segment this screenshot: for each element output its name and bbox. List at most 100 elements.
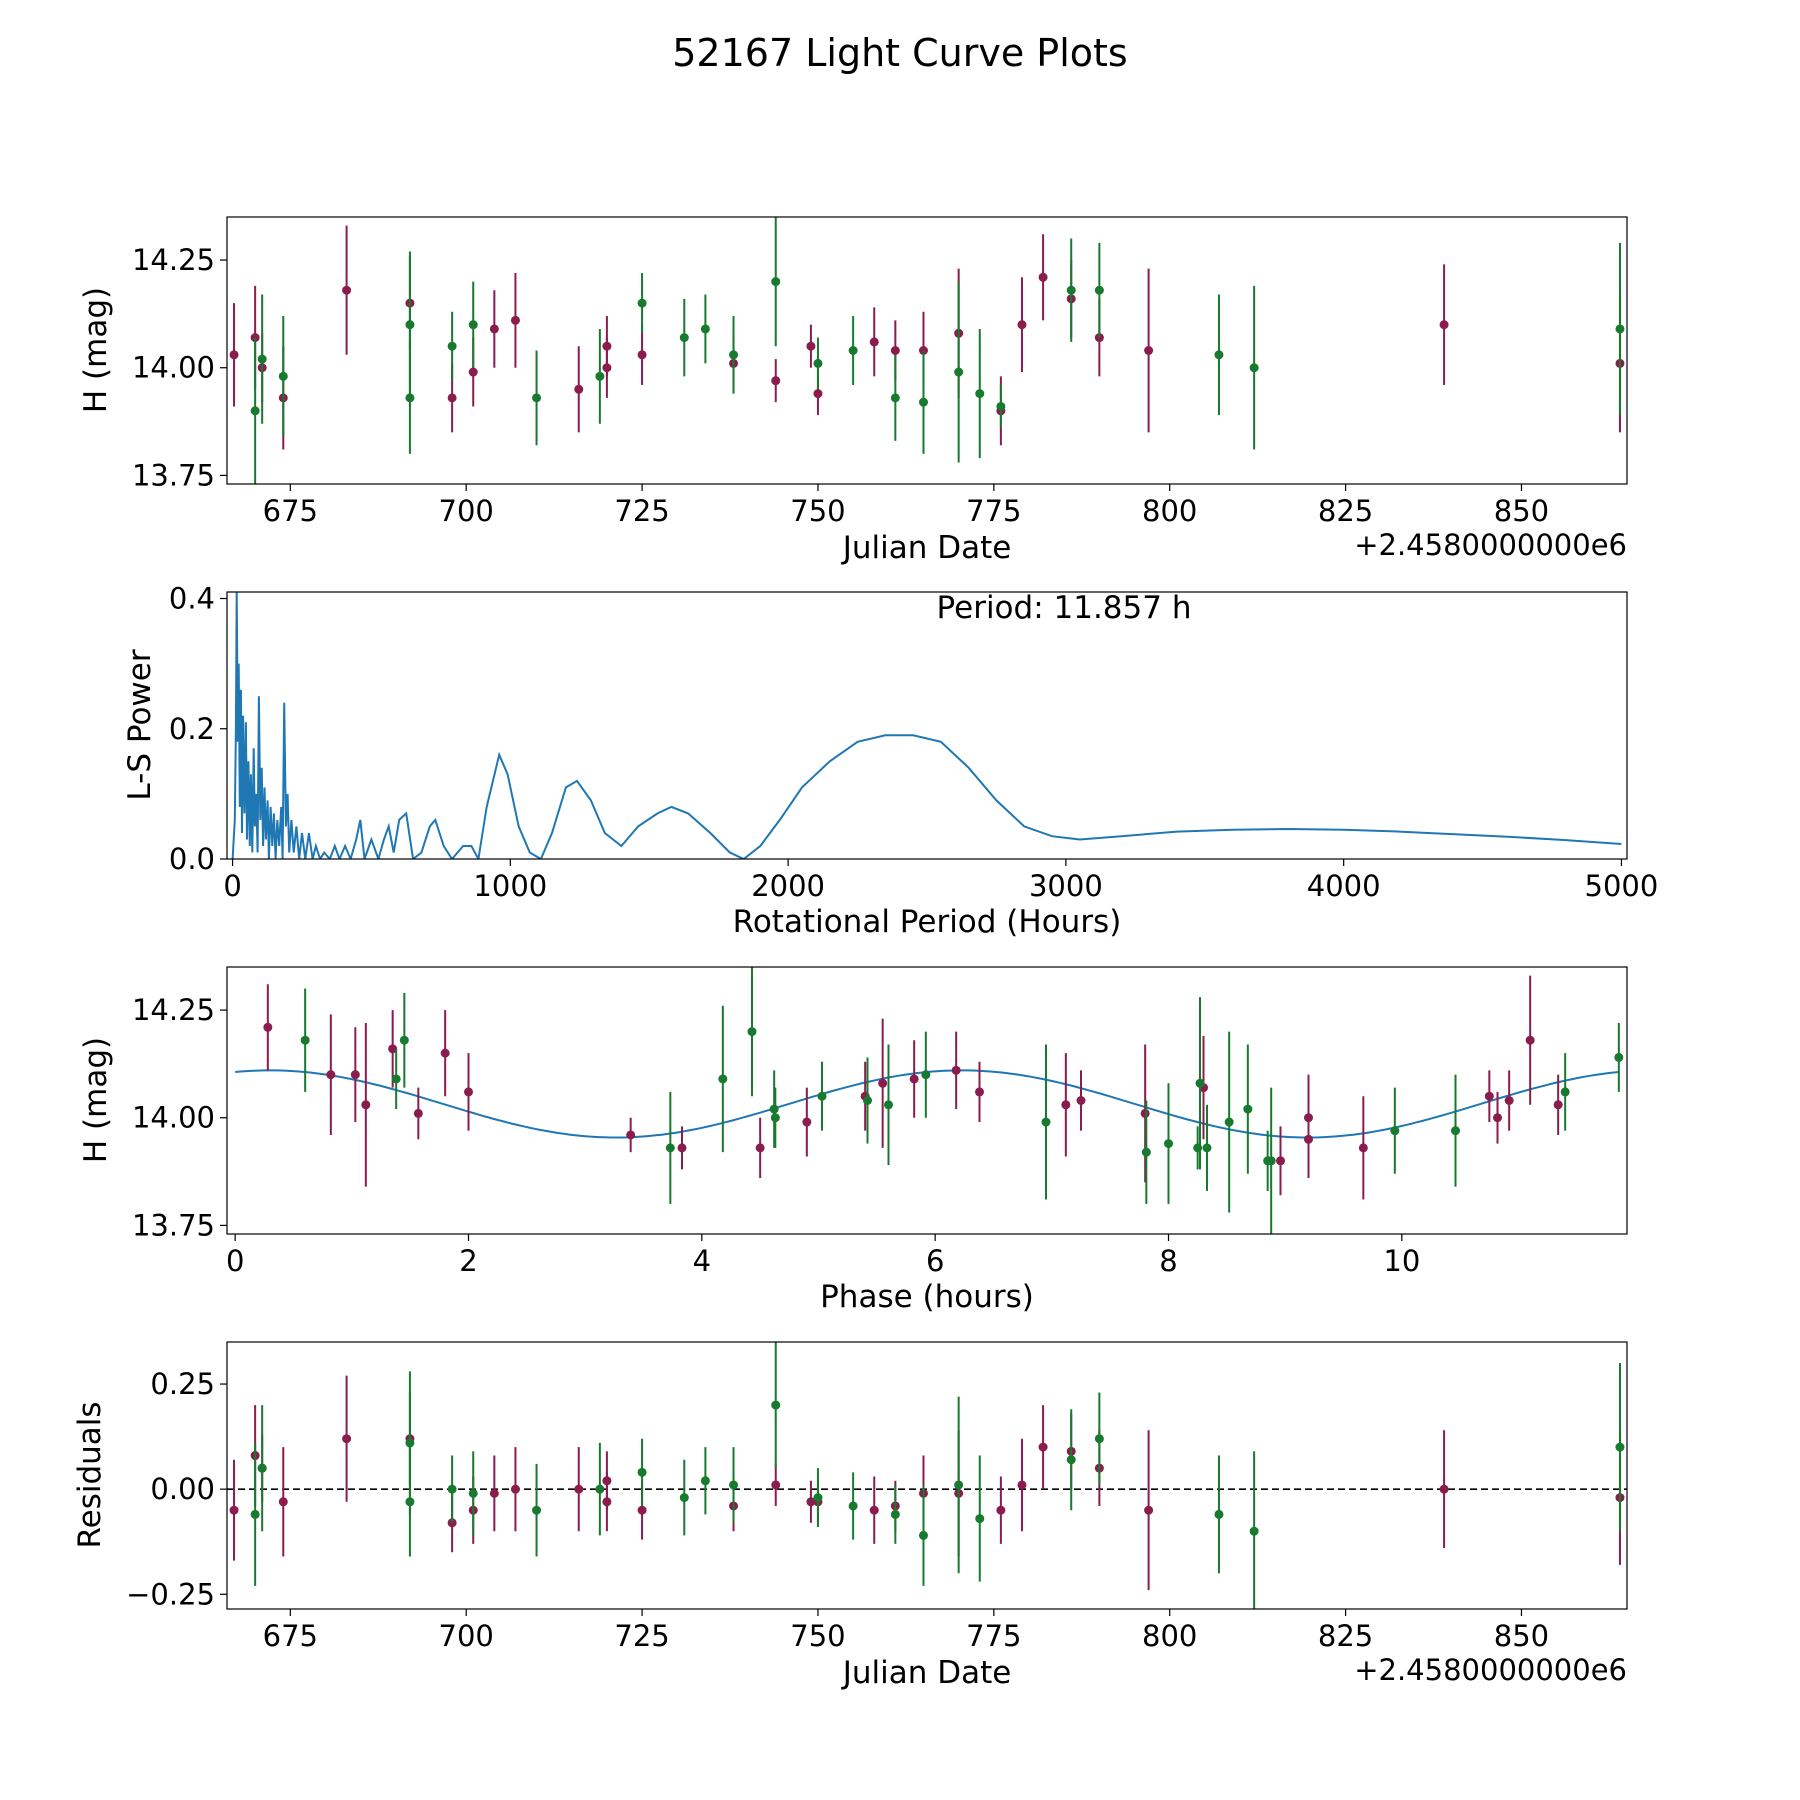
residuals-xtick-label: 700 bbox=[439, 1619, 494, 1653]
lightcurve-band_2-point bbox=[700, 324, 710, 334]
phased-xtick-label: 2 bbox=[459, 1244, 477, 1278]
phased-band_1-point bbox=[878, 1078, 888, 1088]
residuals-band_2-point bbox=[468, 1488, 478, 1498]
lightcurve-xtick-label: 775 bbox=[966, 494, 1021, 528]
lightcurve-band_2-point bbox=[848, 346, 858, 355]
residuals-xtick-label: 725 bbox=[614, 1619, 669, 1653]
residuals-band_1-point bbox=[602, 1497, 612, 1507]
residuals-xtick-label: 825 bbox=[1318, 1619, 1373, 1653]
residuals-band_1-point bbox=[996, 1505, 1006, 1515]
lightcurve-band_2-point bbox=[405, 320, 415, 330]
phased-band_1-point bbox=[440, 1048, 450, 1058]
residuals-band_2-point bbox=[405, 1438, 415, 1448]
phased-band_1-point bbox=[975, 1087, 984, 1097]
lightcurve-offset-label: +2.4580000000e6 bbox=[1354, 528, 1627, 562]
lightcurve-band_1-point bbox=[602, 363, 612, 373]
residuals-band_1-point bbox=[342, 1434, 352, 1444]
phased-band_1-point bbox=[1140, 1108, 1150, 1118]
residuals-ylabel: Residuals bbox=[72, 1401, 108, 1548]
phased-band_1-point bbox=[1276, 1156, 1285, 1166]
phased-band_1-point bbox=[1504, 1096, 1514, 1105]
lightcurve-band_1-point bbox=[489, 324, 499, 334]
phased-band_1-point bbox=[1304, 1113, 1313, 1123]
phased-band_1-point bbox=[909, 1074, 919, 1084]
periodogram-xtick-label: 3000 bbox=[1029, 869, 1103, 903]
phased-band_2-point bbox=[1266, 1156, 1276, 1166]
phased-band_2-point bbox=[770, 1113, 780, 1123]
residuals-band_1-point bbox=[637, 1505, 647, 1515]
lightcurve-ticks: 675 700 725 750 775 800 825 850 13.75 14.00 14.25 bbox=[132, 243, 1549, 528]
lightcurve-band_1-point bbox=[1439, 320, 1449, 330]
residuals-band_2-point bbox=[679, 1493, 689, 1503]
phased-band_1-point bbox=[1076, 1096, 1086, 1105]
lightcurve-band_1-point bbox=[574, 384, 584, 394]
residuals-band_2-point bbox=[637, 1467, 647, 1477]
lightcurve-band_2-point bbox=[954, 367, 964, 377]
lightcurve-band_1-point bbox=[229, 350, 239, 360]
phased-band_1-point bbox=[1484, 1091, 1494, 1101]
lightcurve-xtick-label: 725 bbox=[614, 494, 669, 528]
phased-band_2-point bbox=[1243, 1104, 1253, 1114]
phased-band_2-point bbox=[1164, 1139, 1173, 1149]
periodogram-xtick-label: 5000 bbox=[1585, 869, 1659, 903]
phased-xlabel: Phase (hours) bbox=[820, 1279, 1034, 1315]
lightcurve-band_1-point bbox=[1017, 320, 1027, 330]
residuals-band_2-point bbox=[813, 1493, 823, 1503]
residuals-band_2-point bbox=[975, 1514, 985, 1524]
residuals-band_2-point bbox=[250, 1509, 260, 1519]
residuals-band_1-point bbox=[574, 1484, 584, 1494]
lightcurve-band_2-point bbox=[637, 298, 647, 308]
periodogram-ylabel: L-S Power bbox=[122, 649, 158, 800]
lightcurve-band_2-point bbox=[278, 371, 288, 381]
lightcurve-band_2-point bbox=[918, 397, 928, 407]
phased-band_2-point bbox=[718, 1074, 728, 1084]
power-curve bbox=[231, 592, 1622, 859]
periodogram-xtick-label: 2000 bbox=[751, 869, 825, 903]
periodogram-ytick-label: 0.0 bbox=[169, 842, 215, 876]
fit-curve bbox=[235, 1069, 1619, 1139]
residuals-ytick-label: 0.00 bbox=[150, 1472, 215, 1506]
lightcurve-band_1-point bbox=[890, 346, 900, 355]
phased-band_2-point bbox=[884, 1100, 893, 1110]
residuals-xtick-label: 675 bbox=[263, 1619, 318, 1653]
phased-band_2-point bbox=[399, 1035, 409, 1045]
phased-band_2-point bbox=[1195, 1078, 1205, 1088]
periodogram-xlabel: Rotational Period (Hours) bbox=[733, 904, 1122, 940]
residuals-band_2-point bbox=[1214, 1509, 1224, 1519]
figure-title: 52167 Light Curve Plots bbox=[672, 31, 1127, 75]
lightcurve-xtick-label: 825 bbox=[1318, 494, 1373, 528]
residuals-ytick-label: 0.25 bbox=[150, 1367, 215, 1401]
phased-band_1-point bbox=[802, 1117, 812, 1127]
phased-band_1-point bbox=[326, 1070, 336, 1080]
lightcurve-plot-area bbox=[229, 217, 1625, 484]
periodogram-frame bbox=[226, 591, 1628, 860]
phased-band_1-point bbox=[361, 1100, 371, 1110]
phased-band_2-point bbox=[1614, 1052, 1624, 1062]
residuals-band_2-point bbox=[405, 1497, 415, 1507]
phased-band_2-point bbox=[665, 1143, 675, 1153]
lightcurve-band_1-point bbox=[1144, 346, 1154, 355]
period-annotation: Period: 11.857 h bbox=[937, 590, 1192, 626]
lightcurve-band_1-point bbox=[869, 337, 879, 347]
residuals-band_1-point bbox=[510, 1484, 520, 1494]
lightcurve-band_1-point bbox=[342, 285, 352, 295]
phased-xtick-label: 4 bbox=[693, 1244, 711, 1278]
residuals-band_2-point bbox=[447, 1484, 457, 1494]
lightcurve-band_2-point bbox=[1094, 285, 1104, 295]
lightcurve-xtick-label: 800 bbox=[1142, 494, 1197, 528]
phased-band_2-point bbox=[1224, 1117, 1234, 1127]
residuals-xlabel: Julian Date bbox=[841, 1655, 1012, 1691]
residuals-xtick-label: 750 bbox=[790, 1619, 845, 1653]
periodogram-panel: 0 1000 2000 3000 4000 5000 0.0 0.2 0.4 Period: 1… bbox=[122, 582, 1658, 940]
residuals-band_2-point bbox=[918, 1530, 928, 1540]
residuals-band_2-point bbox=[595, 1484, 605, 1494]
phased-band_1-point bbox=[413, 1108, 423, 1118]
phased-xtick-label: 8 bbox=[1159, 1244, 1177, 1278]
phased-band_2-point bbox=[921, 1070, 931, 1080]
lightcurve-band_2-point bbox=[975, 389, 985, 399]
phased-band_1-point bbox=[388, 1044, 398, 1054]
phased-band_2-point bbox=[1041, 1117, 1051, 1127]
residuals-band_2-point bbox=[532, 1505, 542, 1515]
phased-band_2-point bbox=[747, 1027, 757, 1037]
